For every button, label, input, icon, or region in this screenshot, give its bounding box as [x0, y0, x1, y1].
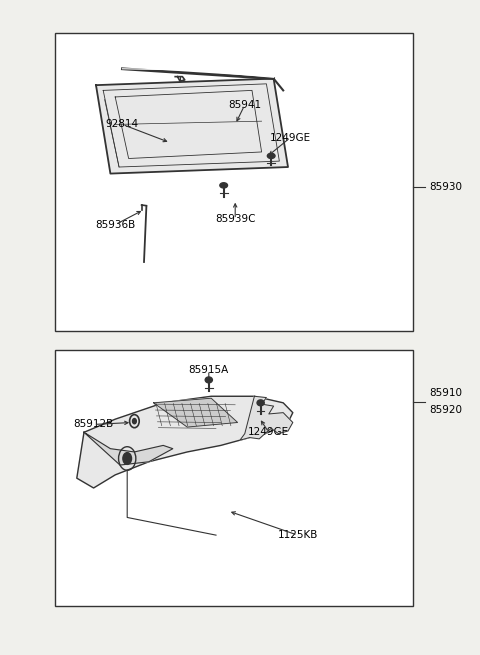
Text: 92814: 92814 [106, 119, 139, 130]
Text: 1249GE: 1249GE [248, 427, 289, 438]
Bar [55, 350, 413, 606]
Text: 85920: 85920 [430, 405, 463, 415]
Text: 85941: 85941 [228, 100, 262, 110]
Bar [55, 33, 413, 331]
Ellipse shape [220, 183, 228, 188]
Text: 1249GE: 1249GE [270, 132, 311, 143]
Polygon shape [96, 79, 288, 174]
Text: 85915A: 85915A [189, 365, 229, 375]
Text: 85912B: 85912B [73, 419, 114, 430]
Text: 85936B: 85936B [95, 219, 135, 230]
Circle shape [132, 419, 136, 424]
Polygon shape [77, 396, 293, 488]
Text: 1125KB: 1125KB [277, 530, 318, 540]
Polygon shape [154, 398, 238, 427]
Circle shape [123, 453, 132, 464]
Text: 85910: 85910 [430, 388, 463, 398]
Polygon shape [240, 396, 293, 440]
Polygon shape [84, 432, 173, 465]
Ellipse shape [267, 153, 275, 159]
Ellipse shape [205, 377, 212, 383]
Text: 85939C: 85939C [215, 214, 255, 225]
Text: 85930: 85930 [430, 181, 463, 192]
Ellipse shape [257, 400, 264, 405]
